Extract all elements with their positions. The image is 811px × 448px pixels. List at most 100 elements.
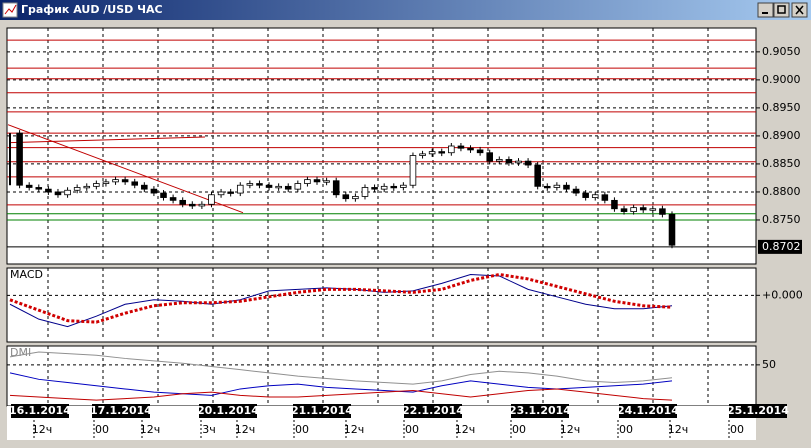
- hour-label: 12ч: [140, 423, 161, 436]
- candle: [400, 184, 407, 188]
- candle: [515, 160, 522, 164]
- candle: [543, 185, 551, 189]
- candle: [160, 192, 167, 198]
- minimize-button[interactable]: [757, 2, 774, 18]
- candle: [591, 194, 599, 198]
- candle: [275, 185, 282, 189]
- candle: [467, 147, 474, 151]
- dmi-panel: [6, 345, 757, 407]
- candle: [169, 197, 177, 201]
- date-label: 24.1.2014: [617, 404, 679, 417]
- indicator-line: [9, 351, 673, 385]
- hour-label: 12ч: [455, 423, 476, 436]
- date-label-box: [619, 404, 677, 418]
- candle: [227, 191, 234, 194]
- date-label: 21.1.2014: [291, 404, 353, 417]
- macd-panel: [6, 267, 757, 343]
- candle: [601, 194, 609, 201]
- hour-label: 00: [619, 423, 633, 436]
- candle: [371, 187, 378, 190]
- title-bar: [0, 0, 811, 20]
- candle: [150, 188, 158, 194]
- hour-label: 00: [405, 423, 419, 436]
- candle: [25, 184, 33, 188]
- y-tick-label: 0.8800: [762, 185, 801, 198]
- trend-line: [9, 136, 206, 144]
- date-label-box: [511, 404, 569, 418]
- date-label: 16.1.2014: [9, 404, 71, 417]
- candle: [54, 191, 62, 196]
- candle: [332, 180, 340, 196]
- hour-label: 00: [95, 423, 109, 436]
- candle: [323, 180, 330, 183]
- candle: [179, 199, 186, 205]
- hour-label: 12ч: [560, 423, 581, 436]
- indicator-line: [9, 273, 673, 328]
- window-title: График AUD /USD ЧАС: [21, 3, 163, 16]
- y-tick-label: 0.8850: [762, 157, 801, 170]
- candle: [64, 189, 71, 196]
- candle: [390, 185, 398, 189]
- hour-label: 00: [295, 423, 309, 436]
- date-label-box: [199, 404, 257, 418]
- candle: [659, 208, 666, 215]
- candle: [611, 199, 618, 210]
- candle: [553, 184, 561, 188]
- candle: [83, 185, 91, 189]
- indicator-line: [9, 372, 673, 396]
- candle: [102, 181, 110, 184]
- candle: [208, 194, 215, 205]
- indicator-line: [9, 388, 673, 401]
- candle: [572, 188, 580, 194]
- last-price-label: 0.8702: [762, 240, 801, 253]
- candle: [438, 151, 446, 154]
- date-label-box: [11, 404, 69, 418]
- candle: [428, 151, 436, 155]
- candle: [304, 179, 311, 184]
- date-label: 22.1.2014: [402, 404, 464, 417]
- candle: [284, 185, 292, 190]
- candle: [217, 191, 225, 196]
- date-label-box: [293, 404, 351, 418]
- candle: [198, 203, 206, 207]
- date-label: 23.1.2014: [509, 404, 571, 417]
- candle: [582, 192, 589, 198]
- candle: [35, 187, 43, 190]
- date-label-box: [729, 404, 787, 418]
- y-tick-label: 0.8750: [762, 213, 801, 226]
- maximize-button[interactable]: [773, 2, 790, 18]
- panel-title: DMI: [10, 346, 31, 359]
- candle: [457, 145, 465, 149]
- panel-title: MACD: [10, 268, 43, 281]
- y-tick-label: 50: [762, 358, 776, 371]
- candle: [476, 149, 484, 154]
- y-tick-label: 0.8950: [762, 101, 801, 114]
- date-label: 25.1.2014: [727, 404, 789, 417]
- candle: [620, 208, 628, 212]
- date-label-box: [92, 404, 150, 418]
- candle: [141, 184, 148, 190]
- date-label: 20.1.2014: [197, 404, 259, 417]
- candle: [419, 153, 426, 156]
- y-tick-label: 0.9000: [762, 73, 801, 86]
- candle: [630, 207, 637, 212]
- candle: [93, 183, 100, 187]
- indicator-line: [9, 272, 673, 324]
- candle: [534, 164, 541, 187]
- hour-label: 12ч: [668, 423, 689, 436]
- price-panel: [6, 27, 757, 265]
- y-tick-label: +0.000: [762, 288, 803, 301]
- candle: [265, 184, 273, 188]
- candle: [668, 213, 676, 246]
- candle: [649, 208, 657, 211]
- last-price-box: [758, 239, 802, 254]
- candle: [131, 181, 139, 186]
- trend-line: [7, 124, 244, 214]
- candle: [409, 155, 417, 186]
- hour-label: 3ч: [202, 423, 216, 436]
- candle: [352, 196, 359, 200]
- y-tick-label: 0.8900: [762, 129, 801, 142]
- candle: [524, 160, 532, 166]
- candle: [294, 183, 302, 190]
